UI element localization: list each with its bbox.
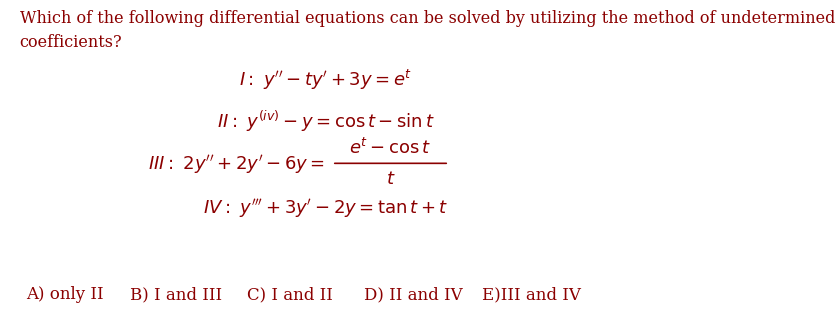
Text: C) I and II: C) I and II [247, 286, 333, 303]
Text: $III : \ 2y'' + 2y' - 6y = $: $III : \ 2y'' + 2y' - 6y = $ [148, 153, 325, 176]
Text: E)III and IV: E)III and IV [481, 286, 580, 303]
Text: $II : \ y^{(iv)} - y = \cos t - \sin t$: $II : \ y^{(iv)} - y = \cos t - \sin t$ [217, 109, 434, 134]
Text: B) I and III: B) I and III [130, 286, 222, 303]
Text: $t$: $t$ [385, 170, 395, 188]
Text: $IV : \ y^{\prime\prime\prime} + 3y' - 2y = \tan t + t$: $IV : \ y^{\prime\prime\prime} + 3y' - 2… [202, 197, 447, 220]
Text: A) only II: A) only II [26, 286, 104, 303]
Text: D) II and IV: D) II and IV [364, 286, 462, 303]
Text: $e^t - \cos t$: $e^t - \cos t$ [349, 138, 431, 159]
Text: Which of the following differential equations can be solved by utilizing the met: Which of the following differential equa… [19, 10, 833, 51]
Text: $I : \ y'' - ty' + 3y = e^t$: $I : \ y'' - ty' + 3y = e^t$ [238, 68, 411, 92]
